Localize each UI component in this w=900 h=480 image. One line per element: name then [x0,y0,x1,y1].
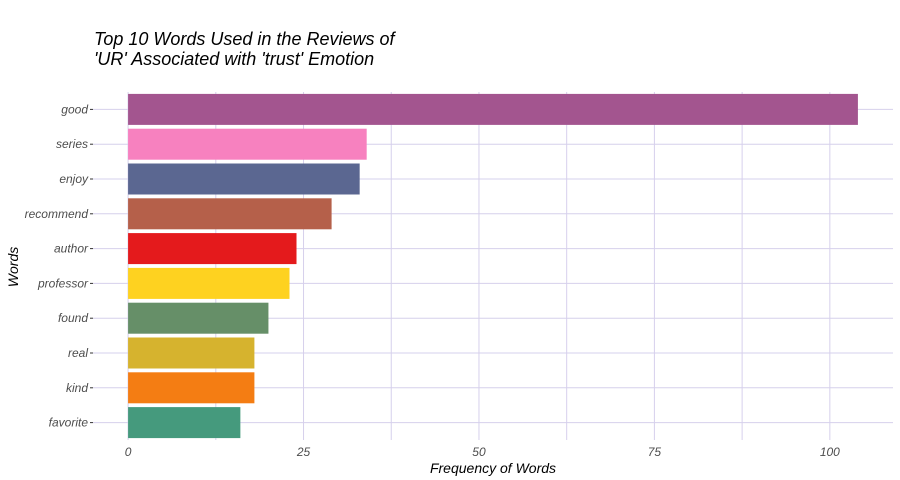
y-tick-label: favorite [49,416,89,430]
bar-kind [128,372,255,404]
chart-title-line-2: 'UR' Associated with 'trust' Emotion [94,49,374,69]
y-tick-label: professor [37,276,89,290]
bar-found [128,302,269,334]
y-axis-title: Words [5,247,21,287]
bars [128,93,858,439]
x-tick-label: 50 [472,445,486,459]
chart-title-line-1: Top 10 Words Used in the Reviews of [94,29,396,49]
y-tick-label: author [54,242,89,256]
y-tick-label: kind [66,381,88,395]
y-tick-label: good [61,102,88,116]
bar-professor [128,267,290,299]
bar-real [128,337,255,369]
bar-series [128,128,367,160]
x-tick-label: 100 [820,445,840,459]
y-tick-label: recommend [25,207,89,221]
x-tick-label: 25 [296,445,311,459]
bar-enjoy [128,163,360,195]
y-tick-label: found [58,311,88,325]
y-tick-label: series [56,137,88,151]
chart-title: Top 10 Words Used in the Reviews of 'UR'… [94,29,396,69]
bar-author [128,233,297,265]
y-tick-label: enjoy [59,172,89,186]
x-tick-label: 0 [125,445,132,459]
bar-recommend [128,198,332,230]
x-tick-label: 75 [648,445,662,459]
bar-good [128,93,858,125]
y-tick-label: real [68,346,88,360]
x-axis-title: Frequency of Words [430,460,556,476]
bar-favorite [128,407,241,439]
y-axis: good series enjoy recommend author professor f… [25,102,93,430]
x-axis: 0 25 50 75 100 [125,445,840,459]
